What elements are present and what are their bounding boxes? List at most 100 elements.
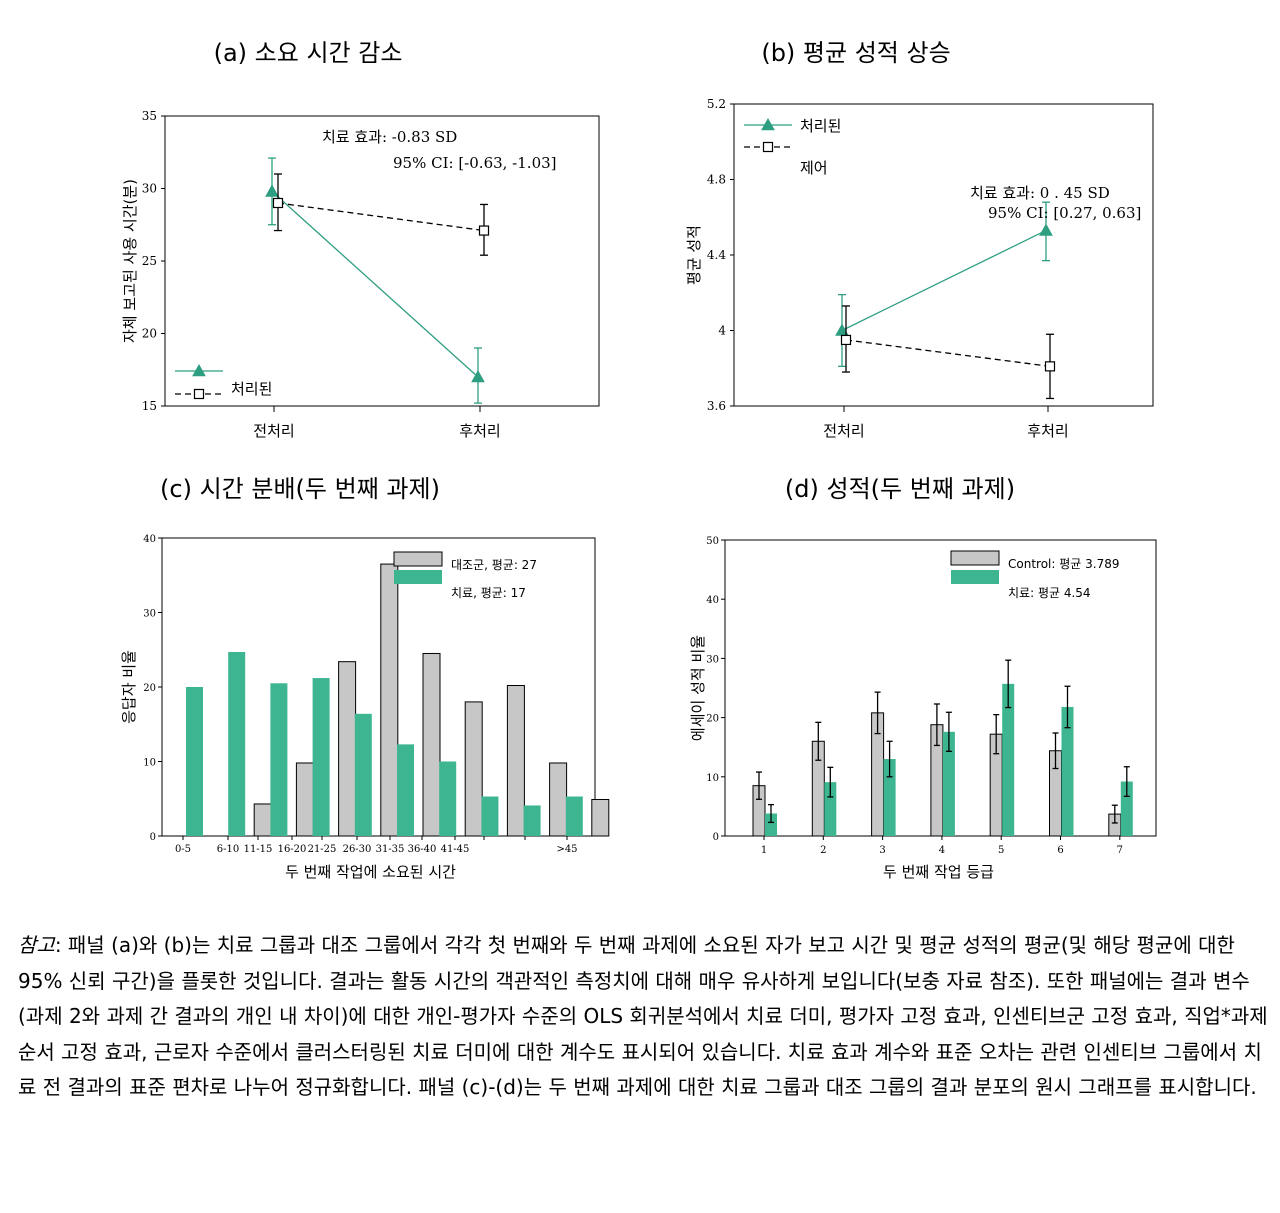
panel-c-control-bar-7 xyxy=(506,685,525,837)
note-text: : 패널 (a)와 (b)는 치료 그룹과 대조 그룹에서 각각 첫 번째와 두… xyxy=(18,933,1268,1099)
panel-d-legend-control-label: Control: 평균 3.789 xyxy=(1008,557,1119,571)
panel-c-treatment-bar-3 xyxy=(312,678,330,836)
panel-b-legend-control-label: 제어 xyxy=(800,159,828,177)
panel-b-ytick-label: 4.8 xyxy=(707,173,726,187)
panel-a-ylabel: 자체 보고된 사용 시간(분) xyxy=(121,179,139,343)
panel-c-treatment-bar-4 xyxy=(354,713,372,836)
panel-a-ci-text: 95% CI: [-0.63, -1.03] xyxy=(393,154,557,172)
panel-b-ytick-label: 4.4 xyxy=(707,248,726,262)
panel-d-xtick-label: 7 xyxy=(1117,845,1123,856)
panel-c-ytick-label: 30 xyxy=(143,609,156,620)
panel-c-xtick-label: 36-40 xyxy=(408,844,437,855)
panel-b-frame xyxy=(733,103,1154,407)
panel-d-title: (d) 성적(두 번째 과제) xyxy=(785,475,1015,503)
panel-d-xtick-label: 1 xyxy=(761,845,767,856)
panel-b-treatment-point-1 xyxy=(1039,223,1053,236)
panel-c-control-bar-6 xyxy=(464,701,483,837)
panel-a-xtick-label: 전처리 xyxy=(253,422,294,440)
panel-c-control-bar-3 xyxy=(338,661,357,837)
note-label: 참고 xyxy=(18,933,55,957)
panel-c-treatment-bar-7 xyxy=(481,796,499,836)
panel-c-legend-treatment-swatch xyxy=(394,570,442,584)
panel-a-legend-control-label: 처리된 xyxy=(231,380,272,398)
panel-c-ytick-label: 20 xyxy=(143,683,156,694)
panel-c-legend-control-label: 대조군, 평균: 27 xyxy=(451,558,537,572)
panel-b-legend-treatment-marker xyxy=(761,117,775,131)
panel-c-treatment-bar-8 xyxy=(523,805,541,836)
panel-c-control-bar-1 xyxy=(253,803,272,837)
panel-d-xtick-label: 4 xyxy=(939,845,945,856)
panel-d-legend-treatment-label: 치료: 평균 4.54 xyxy=(1008,586,1091,600)
panel-b-control-line xyxy=(845,339,1051,368)
panel-a-treatment-point-0 xyxy=(265,184,279,197)
panel-b-ytick-label: 4 xyxy=(718,324,726,338)
panel-d-xtick-label: 5 xyxy=(998,845,1004,856)
panel-d-ytick-label: 10 xyxy=(706,773,719,784)
panel-a-ytick-label: 35 xyxy=(142,109,157,123)
panel-d-ytick-label: 0 xyxy=(713,832,719,843)
panel-a-treatment-point-1 xyxy=(471,369,485,383)
panel-d-treatment-bar-0 xyxy=(765,813,777,836)
panel-b-treatment-line xyxy=(841,229,1047,332)
panel-d-treatment-bar-3 xyxy=(942,731,955,836)
panel-c-xtick-label: 0-5 xyxy=(175,844,191,855)
panel-b-legend-control-marker xyxy=(762,141,774,153)
panel-b-title: (b) 평균 성적 상승 xyxy=(761,39,950,67)
panel-c-legend-treatment-label: 치료, 평균: 17 xyxy=(451,586,526,600)
panel-c-control-bar-8 xyxy=(549,762,568,837)
panel-d-ytick-label: 50 xyxy=(706,536,719,547)
panel-d-ytick-label: 40 xyxy=(706,595,719,606)
panel-c-control-bar-4 xyxy=(380,563,399,837)
panel-b-ytick-label: 3.6 xyxy=(707,399,726,413)
panel-d-xtick-label: 2 xyxy=(820,845,826,856)
panel-d-ylabel: 에세이 성적 비율 xyxy=(689,635,707,741)
panel-d-treatment-bar-6 xyxy=(1120,781,1133,836)
panel-a-control-point-0 xyxy=(272,197,284,209)
panel-b-legend-treatment-label: 처리된 xyxy=(800,117,841,135)
panel-b-xtick-label: 후처리 xyxy=(1027,422,1068,440)
panel-d-legend-treatment-swatch xyxy=(951,570,999,584)
panel-a-control-line xyxy=(277,202,485,232)
panel-a-title: (a) 소요 시간 감소 xyxy=(214,39,403,67)
panel-c-legend-control-swatch xyxy=(393,551,443,567)
panel-c-ytick-label: 0 xyxy=(150,832,156,843)
panel-d-xtick-label: 3 xyxy=(879,845,885,856)
panel-c-xtick-label: 26-30 xyxy=(343,844,372,855)
panel-c-xtick-label: 6-10 xyxy=(217,844,239,855)
panel-a-control-point-1 xyxy=(478,225,490,236)
panel-c-xtick-label: 16-20 xyxy=(278,844,307,855)
panel-d-treatment-bar-1 xyxy=(824,782,837,836)
panel-d-ytick-label: 20 xyxy=(706,714,719,725)
panel-c-xlabel: 두 번째 작업에 소요된 시간 xyxy=(285,863,456,881)
panel-c-treatment-bar-6 xyxy=(439,761,457,836)
panel-c-ylabel: 응답자 비율 xyxy=(120,650,138,724)
panel-b-ci-text: 95% CI: [0.27, 0.63] xyxy=(988,204,1141,222)
panel-c-xtick-label: 11-15 xyxy=(244,844,273,855)
panel-a-xtick-label: 후처리 xyxy=(459,422,500,440)
panel-c-control-bar-5 xyxy=(422,652,441,837)
panel-c-treatment-bar-2 xyxy=(270,683,288,836)
panel-b-effect-text: 치료 효과: 0 . 45 SD xyxy=(970,184,1110,202)
panel-c-xtick-label: 41-45 xyxy=(441,844,470,855)
panel-c-control-bar-9 xyxy=(591,798,610,837)
panel-d-treatment-bar-2 xyxy=(883,759,896,836)
panel-c-xtick-label: >45 xyxy=(556,844,577,855)
panel-c-treatment-bar-1 xyxy=(228,651,246,836)
panel-c-title: (c) 시간 분배(두 번째 과제) xyxy=(160,475,440,503)
panel-c-treatment-bar-0 xyxy=(186,687,203,836)
panel-a-treatment-line xyxy=(271,190,479,378)
panel-c-ytick-label: 40 xyxy=(143,534,156,545)
panel-b-control-point-1 xyxy=(1044,361,1056,372)
panel-b-xtick-label: 전처리 xyxy=(823,422,864,440)
panel-d-xlabel: 두 번째 작업 등급 xyxy=(883,863,994,881)
panel-d-legend-control-swatch xyxy=(950,550,1000,566)
panel-d-xtick-label: 6 xyxy=(1057,845,1063,856)
panel-c-control-bar-2 xyxy=(295,762,314,837)
panel-a-ytick-label: 15 xyxy=(142,399,157,413)
panel-d-ytick-label: 30 xyxy=(706,654,719,665)
panel-c-ytick-label: 10 xyxy=(143,758,156,769)
panel-a-legend-treatment-marker xyxy=(192,363,206,377)
panel-a-effect-text: 치료 효과: -0.83 SD xyxy=(322,128,457,146)
panel-a-ytick-label: 30 xyxy=(142,182,157,196)
panel-c-xtick-label: 21-25 xyxy=(308,844,337,855)
